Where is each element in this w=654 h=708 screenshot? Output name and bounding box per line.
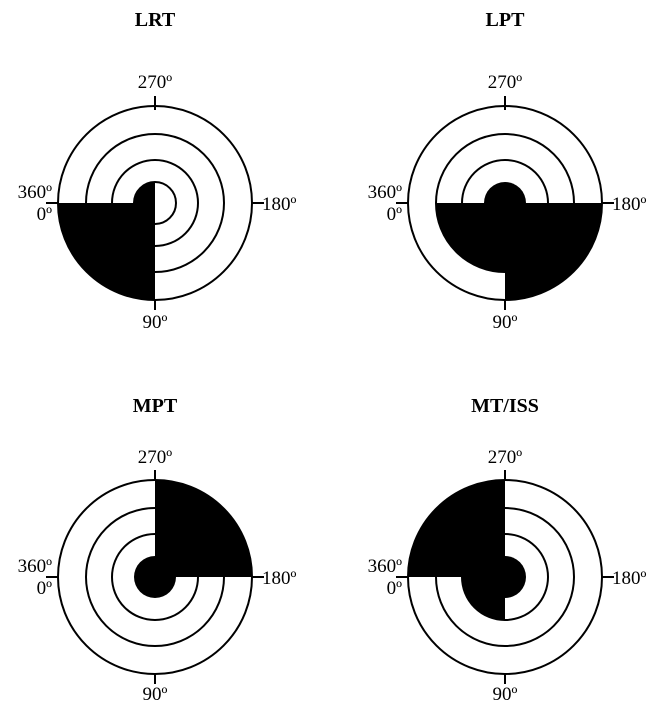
panel-title: LRT: [135, 9, 176, 31]
label-180: 180º: [262, 194, 297, 215]
filled-sector: [484, 182, 526, 203]
panel-title: MPT: [133, 395, 178, 417]
label-90: 90º: [143, 312, 168, 333]
label-360: 360º: [18, 556, 53, 577]
panel-lpt: LPT 270º 180º 360º 0º 90º: [368, 9, 647, 333]
panel-title: MT/ISS: [471, 395, 539, 417]
label-90: 90º: [143, 684, 168, 705]
center-ring: [133, 181, 177, 225]
middle-ring: [85, 133, 225, 273]
label-180: 180º: [262, 568, 297, 589]
inner-ring: [461, 159, 549, 247]
label-0: 0º: [37, 578, 53, 599]
middle-ring: [435, 133, 575, 273]
label-360: 360º: [368, 556, 403, 577]
label-270: 270º: [488, 447, 523, 468]
label-360: 360º: [368, 182, 403, 203]
label-180: 180º: [612, 568, 647, 589]
filled-center: [134, 556, 176, 598]
label-270: 270º: [488, 72, 523, 93]
panel-title: LPT: [486, 9, 526, 31]
middle-ring: [85, 507, 225, 647]
panel-mt-iss: MT/ISS 270º 180º 360º 0º 90º: [368, 395, 647, 705]
filled-sector: [436, 203, 505, 272]
label-0: 0º: [387, 204, 403, 225]
inner-ring: [111, 533, 199, 621]
label-0: 0º: [37, 204, 53, 225]
middle-ring: [435, 507, 575, 647]
label-0: 0º: [387, 578, 403, 599]
filled-center: [484, 556, 526, 598]
inner-ring: [111, 159, 199, 247]
panel-lrt: LRT 270º 180º 360º 0º 90º: [18, 9, 297, 333]
label-90: 90º: [493, 684, 518, 705]
label-270: 270º: [138, 72, 173, 93]
label-90: 90º: [493, 312, 518, 333]
label-180: 180º: [612, 194, 647, 215]
inner-ring: [461, 533, 549, 621]
panel-mpt: MPT 270º 180º 360º 0º 90º: [18, 395, 297, 705]
label-270: 270º: [138, 447, 173, 468]
filled-sector: [134, 182, 155, 203]
label-360: 360º: [18, 182, 53, 203]
